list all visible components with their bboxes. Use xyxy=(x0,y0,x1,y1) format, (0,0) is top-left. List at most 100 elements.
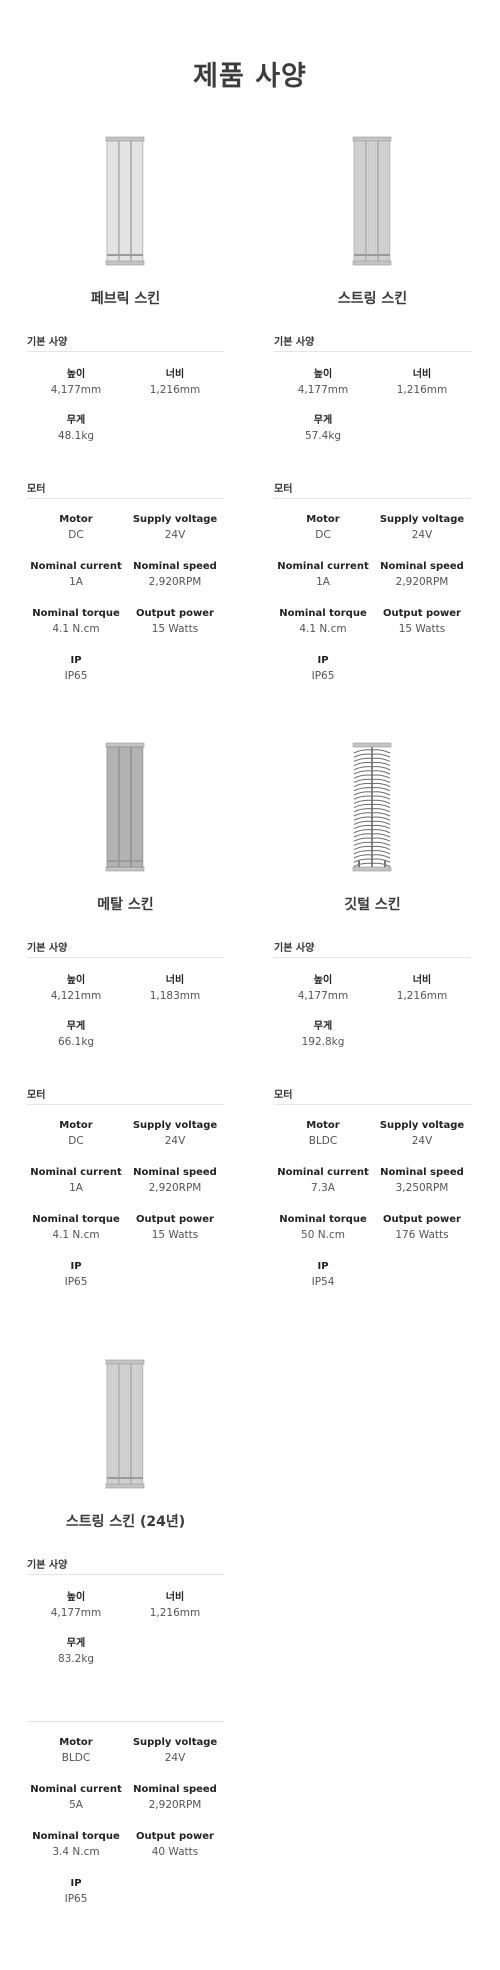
spec-nominal-torque: Nominal torque 4.1 N.cm xyxy=(27,607,125,637)
string-panel-icon xyxy=(352,136,392,266)
spec-output-power-value: 15 Watts xyxy=(151,1229,199,1241)
spec-supply-voltage: Supply voltage 24V xyxy=(373,1119,471,1149)
spec-motor: Motor BLDC xyxy=(27,1736,125,1766)
spec-nominal-torque-value: 4.1 N.cm xyxy=(299,623,347,635)
feather-panel-icon xyxy=(352,742,392,872)
spec-motor-value: DC xyxy=(315,529,331,541)
spec-weight: 무게 66.1kg xyxy=(27,1020,125,1050)
spec-width-value: 1,216mm xyxy=(149,384,201,396)
spec-nominal-torque-label: Nominal torque xyxy=(279,608,367,619)
spec-ip: IP IP65 xyxy=(27,1260,125,1290)
spec-ip-value: IP65 xyxy=(64,670,88,682)
spec-width-value: 1,216mm xyxy=(396,990,448,1002)
spec-height: 높이 4,121mm xyxy=(27,974,125,1004)
spec-nominal-current-value: 1A xyxy=(316,576,330,588)
spec-nominal-current: Nominal current 1A xyxy=(274,560,372,590)
spec-supply-voltage-label: Supply voltage xyxy=(379,514,465,525)
spec-nominal-speed-value: 2,920RPM xyxy=(148,1182,202,1194)
spec-nominal-speed-label: Nominal speed xyxy=(133,561,217,572)
spec-weight-label: 무게 xyxy=(66,1638,86,1649)
spec-weight-value: 192.8kg xyxy=(301,1036,345,1048)
spec-height: 높이 4,177mm xyxy=(274,368,372,398)
spec-motor-label: Motor xyxy=(59,1120,93,1131)
spec-nominal-speed: Nominal speed 2,920RPM xyxy=(373,560,471,590)
spec-nominal-torque: Nominal torque 4.1 N.cm xyxy=(27,1213,125,1243)
spec-weight-label: 무게 xyxy=(66,1021,86,1032)
spec-nominal-current-label: Nominal current xyxy=(277,561,369,572)
spec-ip-label: IP xyxy=(317,655,329,666)
spec-width-value: 1,183mm xyxy=(149,990,201,1002)
spec-output-power-value: 40 Watts xyxy=(151,1846,199,1858)
spec-nominal-speed: Nominal speed 2,920RPM xyxy=(126,560,224,590)
spec-weight-value: 83.2kg xyxy=(57,1653,95,1665)
spec-nominal-speed-value: 3,250RPM xyxy=(395,1182,449,1194)
spec-ip-value: IP65 xyxy=(311,670,335,682)
spec-nominal-speed-label: Nominal speed xyxy=(133,1167,217,1178)
spec-nominal-torque-label: Nominal torque xyxy=(279,1214,367,1225)
spec-output-power-label: Output power xyxy=(383,1214,461,1225)
spec-nominal-current: Nominal current 1A xyxy=(27,1166,125,1196)
spec-height-value: 4,177mm xyxy=(50,384,102,396)
spec-output-power-label: Output power xyxy=(136,1831,214,1842)
spec-nominal-speed-value: 2,920RPM xyxy=(148,576,202,588)
spec-height-label: 높이 xyxy=(313,975,333,986)
spec-nominal-speed: Nominal speed 3,250RPM xyxy=(373,1166,471,1196)
spec-nominal-torque: Nominal torque 50 N.cm xyxy=(274,1213,372,1243)
spec-supply-voltage-value: 24V xyxy=(164,529,186,541)
spec-supply-voltage-label: Supply voltage xyxy=(132,1120,218,1131)
motor-section-heading: 모터 xyxy=(274,1086,471,1105)
spec-nominal-current-label: Nominal current xyxy=(30,561,122,572)
spec-nominal-speed-label: Nominal speed xyxy=(133,1784,217,1795)
spec-nominal-current-label: Nominal current xyxy=(277,1167,369,1178)
spec-height-value: 4,177mm xyxy=(50,1607,102,1619)
spec-supply-voltage-value: 24V xyxy=(411,1135,433,1147)
spec-ip: IP IP65 xyxy=(27,654,125,684)
spec-output-power-label: Output power xyxy=(136,608,214,619)
spec-height-label: 높이 xyxy=(313,369,333,380)
spec-supply-voltage-value: 24V xyxy=(411,529,433,541)
spec-nominal-current-value: 1A xyxy=(69,576,83,588)
basic-spec-heading: 기본 사양 xyxy=(27,1556,224,1575)
spec-ip-label: IP xyxy=(70,655,82,666)
spec-supply-voltage-label: Supply voltage xyxy=(132,514,218,525)
spec-nominal-torque-value: 50 N.cm xyxy=(301,1229,345,1241)
spec-output-power: Output power 15 Watts xyxy=(126,607,224,637)
spec-weight-label: 무게 xyxy=(313,415,333,426)
spec-nominal-speed-value: 2,920RPM xyxy=(148,1799,202,1811)
spec-height-value: 4,177mm xyxy=(297,990,349,1002)
spec-motor: Motor BLDC xyxy=(274,1119,372,1149)
spec-ip: IP IP65 xyxy=(274,654,372,684)
motor-section-heading xyxy=(27,1703,224,1722)
spec-width-label: 너비 xyxy=(412,369,432,380)
spec-weight-value: 48.1kg xyxy=(57,430,95,442)
product-name: 깃털 스킨 xyxy=(344,897,401,913)
spec-output-power-label: Output power xyxy=(136,1214,214,1225)
spec-ip-value: IP65 xyxy=(64,1276,88,1288)
spec-width: 너비 1,216mm xyxy=(373,974,471,1004)
spec-motor-value: BLDC xyxy=(308,1135,338,1147)
spec-nominal-torque-value: 4.1 N.cm xyxy=(52,1229,100,1241)
spec-weight-value: 66.1kg xyxy=(57,1036,95,1048)
spec-height-label: 높이 xyxy=(66,975,86,986)
spec-supply-voltage-label: Supply voltage xyxy=(132,1737,218,1748)
basic-spec-heading: 기본 사양 xyxy=(27,333,224,352)
motor-section-heading: 모터 xyxy=(27,1086,224,1105)
spec-ip-value: IP54 xyxy=(311,1276,335,1288)
spec-output-power-label: Output power xyxy=(383,608,461,619)
spec-nominal-torque-label: Nominal torque xyxy=(32,1831,120,1842)
spec-supply-voltage-value: 24V xyxy=(164,1135,186,1147)
spec-height: 높이 4,177mm xyxy=(274,974,372,1004)
spec-width-value: 1,216mm xyxy=(396,384,448,396)
spec-nominal-speed-value: 2,920RPM xyxy=(395,576,449,588)
spec-width: 너비 1,216mm xyxy=(373,368,471,398)
spec-ip-label: IP xyxy=(317,1261,329,1272)
spec-height: 높이 4,177mm xyxy=(27,368,125,398)
spec-weight-label: 무게 xyxy=(313,1021,333,1032)
product-name: 스트링 스킨 xyxy=(337,291,408,307)
spec-supply-voltage-value: 24V xyxy=(164,1752,186,1764)
spec-height-value: 4,177mm xyxy=(297,384,349,396)
spec-supply-voltage: Supply voltage 24V xyxy=(126,513,224,543)
string-panel-icon xyxy=(105,1359,145,1489)
basic-spec-heading: 기본 사양 xyxy=(274,939,471,958)
